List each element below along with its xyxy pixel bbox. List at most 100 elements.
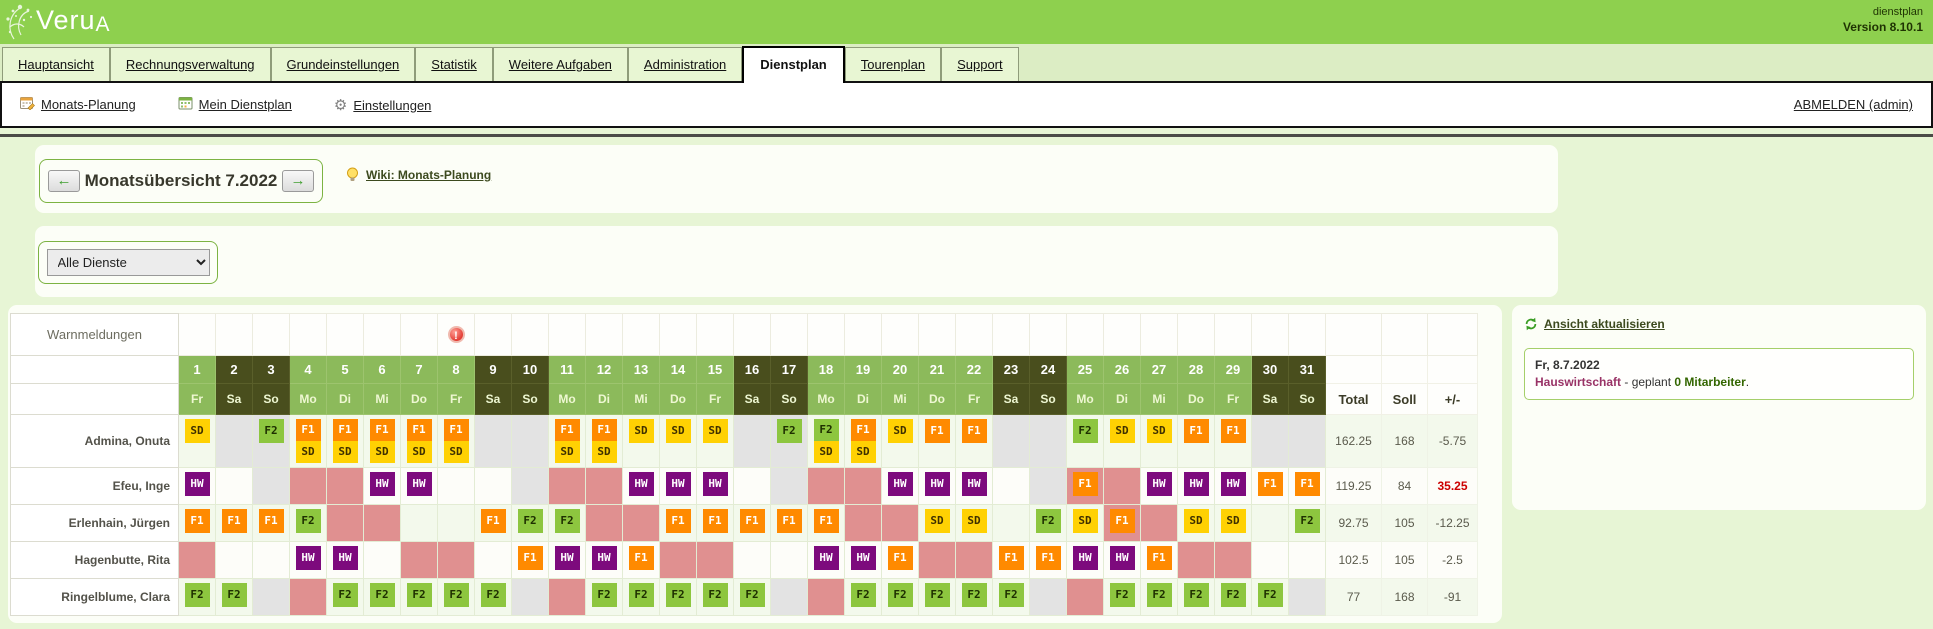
roster-cell-day-31[interactable]: F2 (1288, 504, 1326, 542)
day-header-9[interactable]: 9 (474, 355, 512, 384)
roster-cell-day-30[interactable] (1251, 504, 1289, 542)
roster-cell-day-30[interactable] (1251, 541, 1289, 579)
roster-cell-day-15[interactable]: HW (696, 467, 734, 505)
shift-badge-f1[interactable]: F1 (184, 509, 210, 533)
roster-cell-day-9[interactable] (474, 467, 512, 505)
day-header-27[interactable]: 27 (1140, 355, 1178, 384)
roster-cell-day-14[interactable]: F1 (659, 504, 697, 542)
shift-badge-hw[interactable]: HW (591, 546, 617, 570)
shift-badge-sd[interactable]: SD (924, 509, 950, 533)
day-header-15[interactable]: 15 (696, 355, 734, 384)
shift-badge-sd[interactable]: SD (591, 441, 617, 463)
next-month-button[interactable]: → (282, 170, 314, 192)
day-header-11[interactable]: 11 (548, 355, 586, 384)
shift-badge-f1[interactable]: F1 (1257, 472, 1283, 496)
tab-weitere-aufgaben[interactable]: Weitere Aufgaben (492, 47, 628, 81)
roster-cell-day-20[interactable]: HW (881, 467, 919, 505)
roster-cell-day-10[interactable] (511, 578, 549, 616)
roster-cell-day-4[interactable] (289, 578, 327, 616)
roster-cell-day-28[interactable] (1177, 541, 1215, 579)
day-header-5[interactable]: 5 (326, 355, 364, 384)
roster-cell-day-9[interactable]: F1 (474, 504, 512, 542)
shift-badge-f1[interactable]: F1 (1220, 419, 1246, 443)
roster-cell-day-21[interactable] (918, 541, 956, 579)
day-header-28[interactable]: 28 (1177, 355, 1215, 384)
shift-badge-hw[interactable]: HW (406, 472, 432, 496)
roster-cell-day-20[interactable] (881, 504, 919, 542)
roster-cell-day-6[interactable] (363, 504, 401, 542)
roster-cell-day-3[interactable]: F2 (252, 414, 290, 468)
roster-cell-day-30[interactable] (1251, 414, 1289, 468)
roster-cell-day-31[interactable]: F1 (1288, 467, 1326, 505)
roster-cell-day-23[interactable] (992, 467, 1030, 505)
roster-cell-day-31[interactable] (1288, 541, 1326, 579)
roster-cell-day-15[interactable]: F2 (696, 578, 734, 616)
roster-cell-day-6[interactable]: F1 SD (363, 414, 401, 468)
service-filter-select[interactable]: Alle Dienste (46, 249, 210, 276)
shift-badge-f1[interactable]: F1 (813, 509, 839, 533)
roster-cell-day-8[interactable] (437, 504, 475, 542)
roster-cell-day-16[interactable] (733, 541, 771, 579)
shift-badge-f1[interactable]: F1 (665, 509, 691, 533)
shift-badge-f2[interactable]: F2 (739, 583, 765, 607)
roster-cell-day-22[interactable]: HW (955, 467, 993, 505)
roster-cell-day-16[interactable] (733, 467, 771, 505)
shift-badge-hw[interactable]: HW (887, 472, 913, 496)
roster-cell-day-27[interactable] (1140, 504, 1178, 542)
shift-badge-f2[interactable]: F2 (1257, 583, 1283, 607)
roster-cell-day-12[interactable] (585, 467, 623, 505)
shift-badge-f2[interactable]: F2 (628, 583, 654, 607)
roster-cell-day-22[interactable]: SD (955, 504, 993, 542)
day-header-1[interactable]: 1 (178, 355, 216, 384)
shift-badge-f2[interactable]: F2 (1109, 583, 1135, 607)
roster-cell-day-18[interactable] (807, 578, 845, 616)
roster-cell-day-14[interactable]: SD (659, 414, 697, 468)
roster-cell-day-1[interactable]: HW (178, 467, 216, 505)
tab-grundeinstellungen[interactable]: Grundeinstellungen (270, 47, 416, 81)
shift-badge-f2[interactable]: F2 (887, 583, 913, 607)
roster-cell-day-19[interactable]: HW (844, 541, 882, 579)
day-header-17[interactable]: 17 (770, 355, 808, 384)
shift-badge-sd[interactable]: SD (184, 419, 210, 443)
roster-cell-day-11[interactable]: F1 SD (548, 414, 586, 468)
shift-badge-f1[interactable]: F1 (221, 509, 247, 533)
shift-badge-f2[interactable]: F2 (1183, 583, 1209, 607)
shift-badge-f2[interactable]: F2 (1146, 583, 1172, 607)
roster-cell-day-19[interactable] (844, 504, 882, 542)
roster-cell-day-20[interactable]: F1 (881, 541, 919, 579)
shift-badge-sd[interactable]: SD (1183, 509, 1209, 533)
shift-badge-hw[interactable]: HW (554, 546, 580, 570)
toolbar-item-monats-planung[interactable]: Monats-Planung (20, 95, 136, 113)
roster-cell-day-17[interactable] (770, 467, 808, 505)
tab-statistik[interactable]: Statistik (415, 47, 493, 81)
roster-cell-day-1[interactable] (178, 541, 216, 579)
roster-cell-day-10[interactable] (511, 414, 549, 468)
shift-badge-f1[interactable]: F1 (332, 419, 358, 441)
shift-badge-f1[interactable]: F1 (480, 509, 506, 533)
roster-cell-day-7[interactable]: HW (400, 467, 438, 505)
day-header-12[interactable]: 12 (585, 355, 623, 384)
shift-badge-f2[interactable]: F2 (295, 509, 321, 533)
employee-name[interactable]: Erlenhain, Jürgen (10, 504, 179, 542)
roster-cell-day-11[interactable]: HW (548, 541, 586, 579)
roster-cell-day-12[interactable]: HW (585, 541, 623, 579)
shift-badge-hw[interactable]: HW (665, 472, 691, 496)
tab-administration[interactable]: Administration (627, 47, 743, 81)
roster-cell-day-15[interactable] (696, 541, 734, 579)
shift-badge-f1[interactable]: F1 (258, 509, 284, 533)
roster-cell-day-26[interactable]: SD (1103, 414, 1141, 468)
day-header-10[interactable]: 10 (511, 355, 549, 384)
roster-cell-day-13[interactable]: SD (622, 414, 660, 468)
shift-badge-f1[interactable]: F1 (998, 546, 1024, 570)
shift-badge-f2[interactable]: F2 (702, 583, 728, 607)
roster-cell-day-10[interactable] (511, 467, 549, 505)
roster-cell-day-2[interactable]: F2 (215, 578, 253, 616)
shift-badge-hw[interactable]: HW (1146, 472, 1172, 496)
day-header-16[interactable]: 16 (733, 355, 771, 384)
shift-badge-hw[interactable]: HW (1072, 546, 1098, 570)
tab-rechnungsverwaltung[interactable]: Rechnungsverwaltung (109, 47, 271, 81)
tab-hauptansicht[interactable]: Hauptansicht (2, 47, 110, 81)
roster-cell-day-25[interactable]: F2 (1066, 414, 1104, 468)
roster-cell-day-4[interactable]: F2 (289, 504, 327, 542)
shift-badge-f1[interactable]: F1 (591, 419, 617, 441)
